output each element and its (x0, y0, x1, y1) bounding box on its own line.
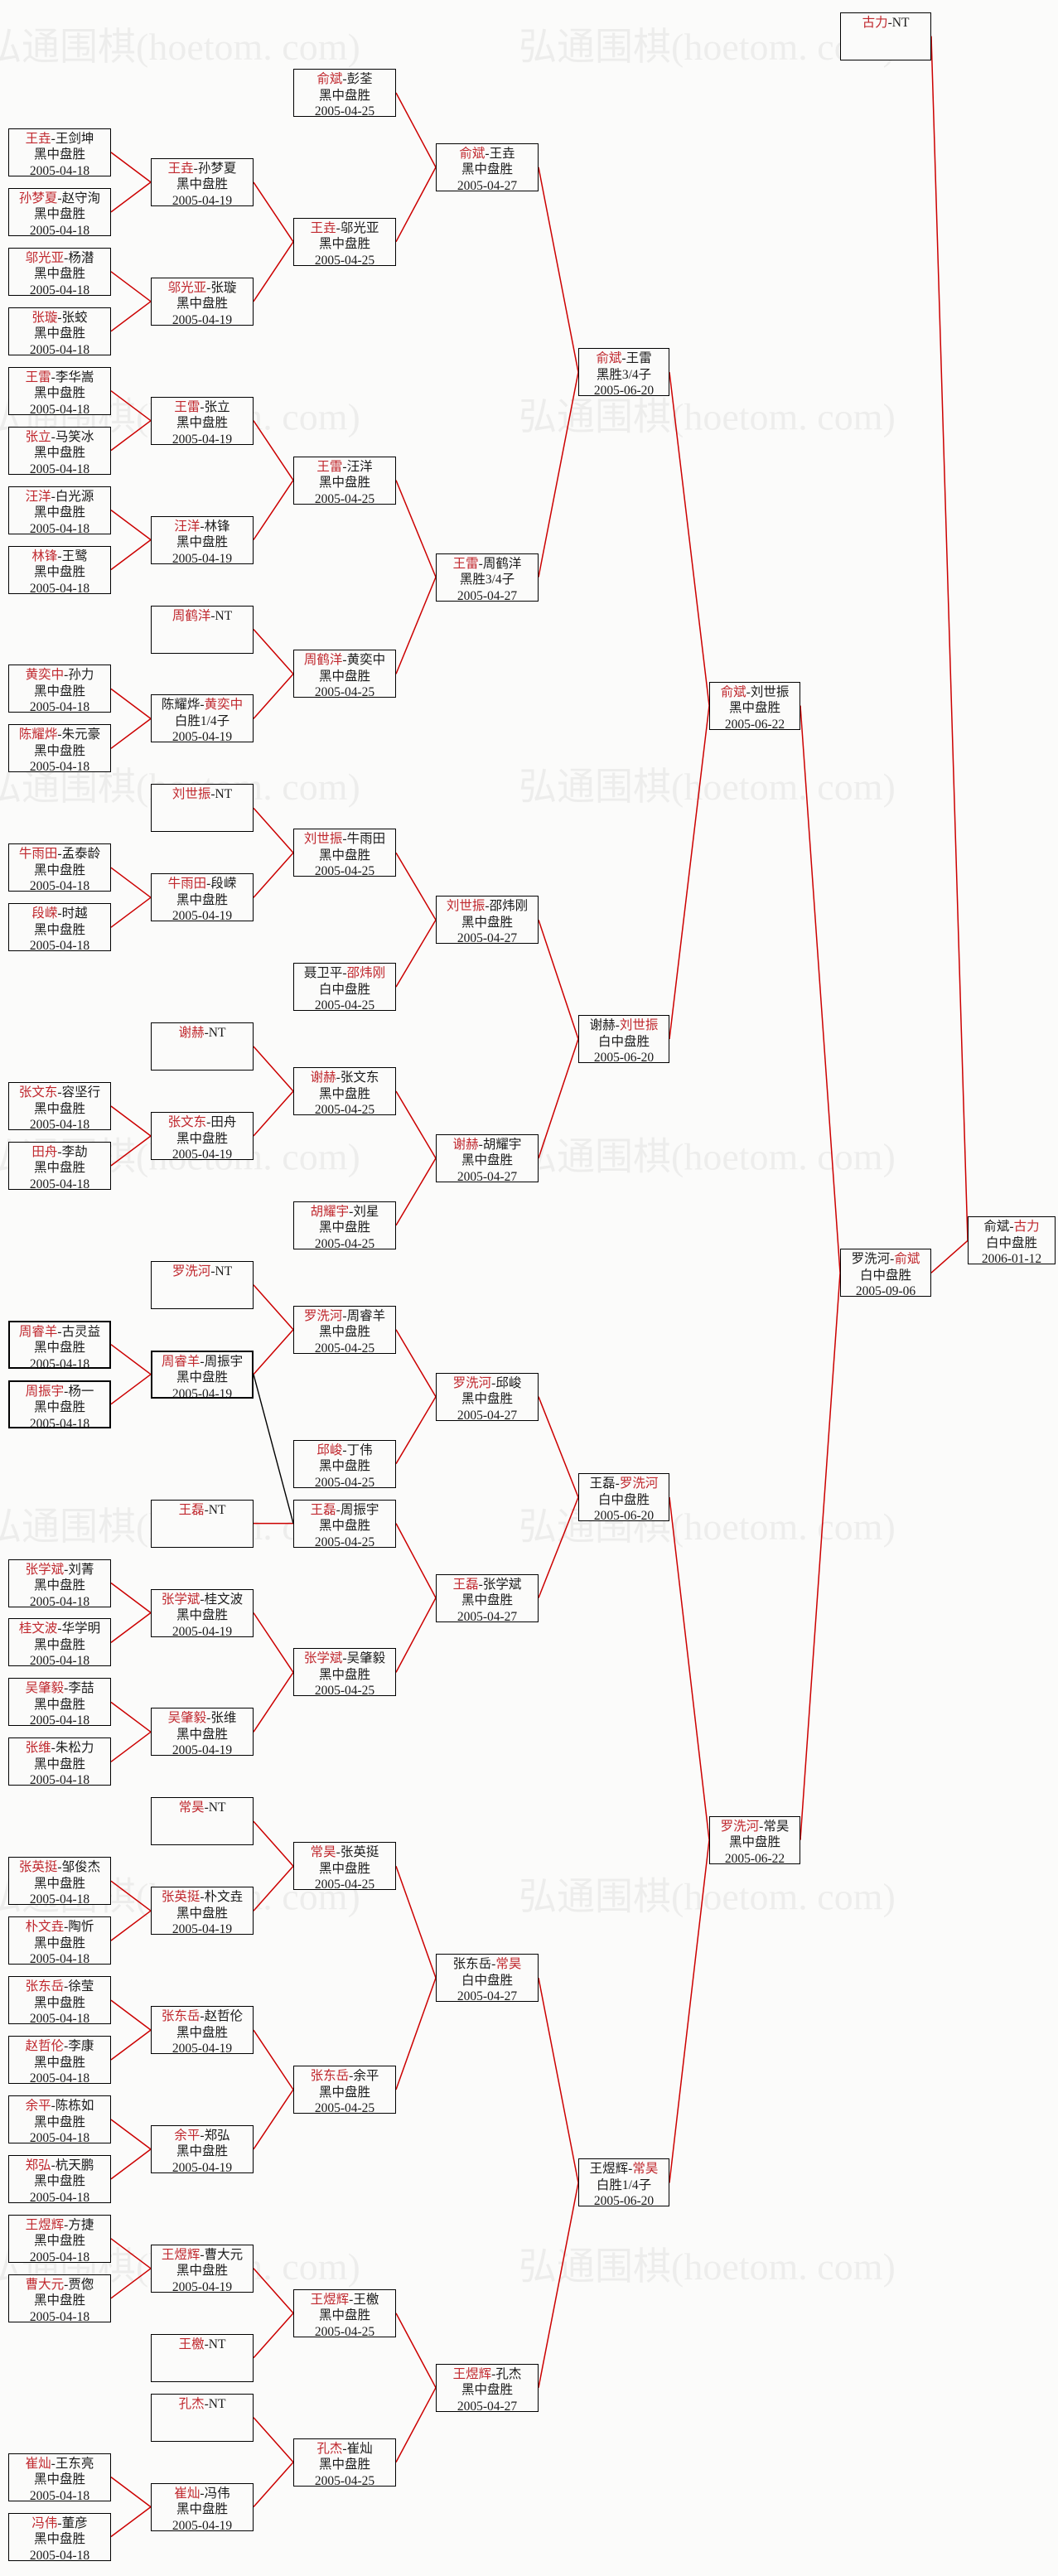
svg-text:弘通围棋(hoetom. com): 弘通围棋(hoetom. com) (519, 1876, 896, 1918)
svg-text:弘通围棋(hoetom. com): 弘通围棋(hoetom. com) (0, 26, 360, 68)
svg-text:弘通围棋(hoetom. com): 弘通围棋(hoetom. com) (519, 1136, 896, 1178)
svg-text:弘通围棋(hoetom. com): 弘通围棋(hoetom. com) (519, 1505, 896, 1548)
svg-text:弘通围棋(hoetom. com): 弘通围棋(hoetom. com) (519, 396, 896, 438)
svg-text:弘通围棋(hoetom. com): 弘通围棋(hoetom. com) (519, 26, 896, 68)
svg-text:弘通围棋(hoetom. com): 弘通围棋(hoetom. com) (519, 766, 896, 808)
svg-text:弘通围棋(hoetom. com): 弘通围棋(hoetom. com) (519, 2245, 896, 2288)
